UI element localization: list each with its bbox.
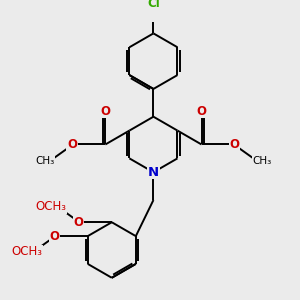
Text: O: O [67,138,77,151]
Text: N: N [148,166,159,179]
Text: OCH₃: OCH₃ [11,245,42,258]
Text: O: O [74,216,83,229]
Text: CH₃: CH₃ [36,156,55,166]
Text: Cl: Cl [147,0,160,10]
Text: O: O [100,105,110,118]
Text: CH₃: CH₃ [252,156,271,166]
Text: O: O [230,138,240,151]
Text: O: O [50,230,59,243]
Text: OCH₃: OCH₃ [35,200,66,213]
Text: O: O [196,105,206,118]
